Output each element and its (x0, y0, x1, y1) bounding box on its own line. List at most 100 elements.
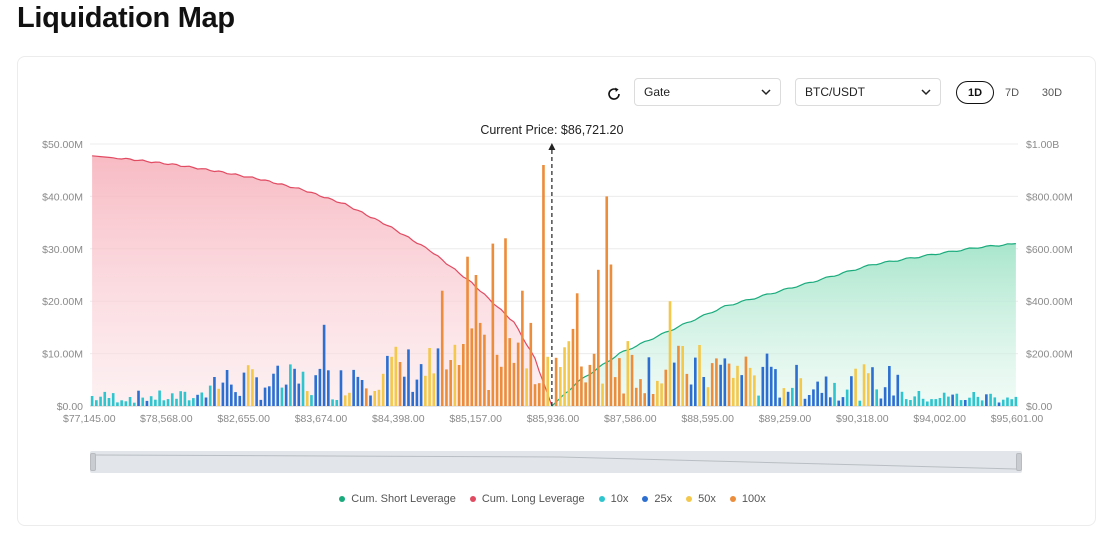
legend-item-short[interactable]: Cum. Short Leverage (339, 493, 456, 505)
bar-x50 (753, 375, 756, 406)
pair-select-value: BTC/USDT (805, 85, 865, 99)
bar-x100 (474, 275, 478, 406)
timeframe-7d-button[interactable]: 7D (1004, 86, 1020, 99)
bar-x25 (841, 397, 845, 406)
bar-x10 (280, 387, 284, 406)
bar-x10 (989, 393, 992, 406)
bar-x50 (866, 373, 870, 406)
bar-x100 (618, 358, 621, 406)
y-right-tick-label: $1.00B (1026, 139, 1059, 151)
x-tick-label: $77,145.00 (63, 413, 116, 425)
bar-x100 (744, 356, 748, 406)
bar-x50 (525, 368, 528, 406)
bar-x25 (824, 376, 828, 406)
bar-x10 (335, 400, 339, 406)
bar-x25 (740, 375, 744, 406)
timeframe-1d-button[interactable]: 1D (956, 81, 994, 104)
page-title: Liquidation Map (17, 2, 235, 34)
bar-x25 (276, 365, 280, 406)
current-price-arrow-icon (548, 143, 556, 150)
bar-x25 (719, 364, 722, 406)
bar-x25 (778, 397, 781, 406)
bar-x100 (580, 366, 583, 406)
bar-x10 (930, 399, 933, 406)
legend-item-25x[interactable]: 25x (642, 493, 672, 505)
bar-x100 (491, 243, 495, 406)
bar-x100 (710, 363, 714, 406)
bar-x25 (293, 368, 296, 406)
legend-item-long[interactable]: Cum. Long Leverage (469, 493, 585, 505)
bar-x10 (331, 399, 334, 406)
bar-x25 (213, 377, 216, 406)
bar-x25 (807, 395, 811, 406)
bar-x10 (976, 396, 980, 406)
bar-x25 (896, 374, 900, 406)
range-slider-right-handle[interactable] (1016, 453, 1022, 471)
bar-x25 (407, 349, 410, 406)
bar-x25 (411, 391, 414, 406)
bar-x25 (723, 358, 727, 406)
bar-x25 (951, 394, 954, 406)
timeframe-30d-button[interactable]: 30D (1041, 86, 1063, 99)
y-left-tick-label: $10.00M (42, 349, 83, 361)
bar-x50 (563, 347, 566, 406)
bar-x50 (394, 346, 398, 406)
bar-x25 (263, 387, 267, 406)
bar-x10 (926, 401, 929, 406)
bar-x10 (968, 397, 971, 406)
bar-x50 (453, 344, 457, 406)
x-tick-label: $89,259.00 (759, 413, 812, 425)
bar-x25 (145, 400, 149, 406)
pair-select[interactable]: BTC/USDT (795, 78, 941, 106)
bar-x50 (377, 389, 381, 406)
chevron-down-icon (921, 89, 931, 96)
bar-x100 (512, 362, 516, 406)
bar-x25 (369, 395, 372, 406)
bar-x25 (871, 367, 874, 406)
bar-x10 (170, 393, 174, 406)
bar-x25 (694, 357, 697, 406)
legend-item-50x[interactable]: 50x (686, 493, 716, 505)
y-left-tick-label: $30.00M (42, 244, 83, 256)
bar-x100 (605, 196, 609, 406)
bar-x50 (656, 380, 659, 406)
legend-dot-icon (339, 496, 346, 502)
bar-x10 (175, 398, 178, 406)
exchange-select-value: Gate (644, 85, 671, 99)
bar-x25 (963, 400, 967, 406)
bar-x25 (267, 386, 271, 406)
legend-item-10x[interactable]: 10x (598, 493, 628, 505)
x-tick-label: $83,674.00 (295, 413, 348, 425)
y-right-tick-label: $200.00M (1026, 349, 1073, 361)
bar-x100 (613, 377, 617, 406)
bar-x10 (917, 391, 921, 406)
bar-x10 (99, 396, 102, 406)
bar-x50 (305, 391, 309, 406)
bar-x100 (584, 382, 587, 406)
bar-x100 (571, 328, 575, 406)
bar-x25 (225, 370, 229, 406)
x-tick-label: $95,601.00 (991, 413, 1044, 425)
range-slider[interactable] (90, 451, 1022, 473)
range-slider-left-handle[interactable] (90, 453, 96, 471)
bar-x50 (251, 369, 254, 406)
bar-x25 (238, 395, 242, 406)
exchange-select[interactable]: Gate (634, 78, 781, 106)
bar-x50 (698, 345, 701, 406)
bar-x100 (634, 387, 638, 406)
bar-x10 (1006, 397, 1009, 406)
bar-x10 (95, 400, 98, 406)
bar-x10 (1010, 399, 1013, 406)
bar-x25 (204, 397, 208, 406)
bar-x10 (154, 399, 157, 406)
bar-x10 (993, 397, 997, 406)
bar-x25 (415, 379, 419, 406)
bar-x25 (803, 398, 807, 406)
bar-x100 (495, 354, 499, 406)
legend-item-100x[interactable]: 100x (729, 493, 766, 505)
x-tick-label: $85,157.00 (449, 413, 502, 425)
legend-dot-icon (729, 496, 736, 502)
bar-x100 (609, 264, 613, 406)
y-left-tick-label: $20.00M (42, 296, 83, 308)
refresh-button[interactable] (603, 83, 625, 105)
